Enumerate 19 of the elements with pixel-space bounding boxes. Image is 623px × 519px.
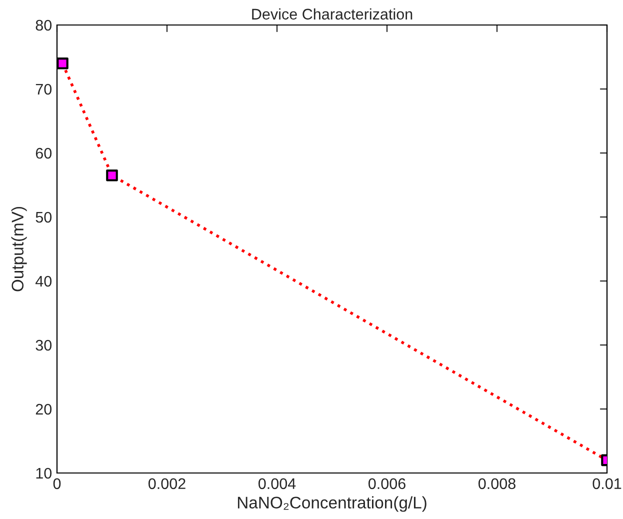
y-tick-label: 30 — [36, 340, 52, 351]
y-tick-label: 40 — [36, 276, 52, 287]
y-tick-label: 50 — [36, 212, 52, 223]
x-tick-label: 0.01 — [592, 478, 622, 490]
y-axis-title: Output(mV) — [11, 206, 27, 292]
x-tick-label: 0.002 — [148, 478, 186, 490]
x-tick-label: 0.004 — [258, 478, 296, 490]
x-tick-label: 0 — [53, 478, 61, 490]
y-tick-label: 10 — [36, 468, 52, 479]
x-tick-label: 0.006 — [368, 478, 406, 490]
chart-title: Device Characterization — [252, 8, 412, 20]
point — [106, 169, 118, 182]
x-axis-title: NaNO₂Concentration(g/L) — [238, 496, 426, 512]
y-tick-label: 20 — [36, 404, 52, 415]
y-tick-label: 60 — [36, 148, 52, 159]
point — [57, 57, 68, 70]
y-tick-label: 70 — [36, 84, 52, 95]
x-tick-label: 0.008 — [478, 478, 516, 490]
y-tick-label: 80 — [36, 20, 52, 31]
